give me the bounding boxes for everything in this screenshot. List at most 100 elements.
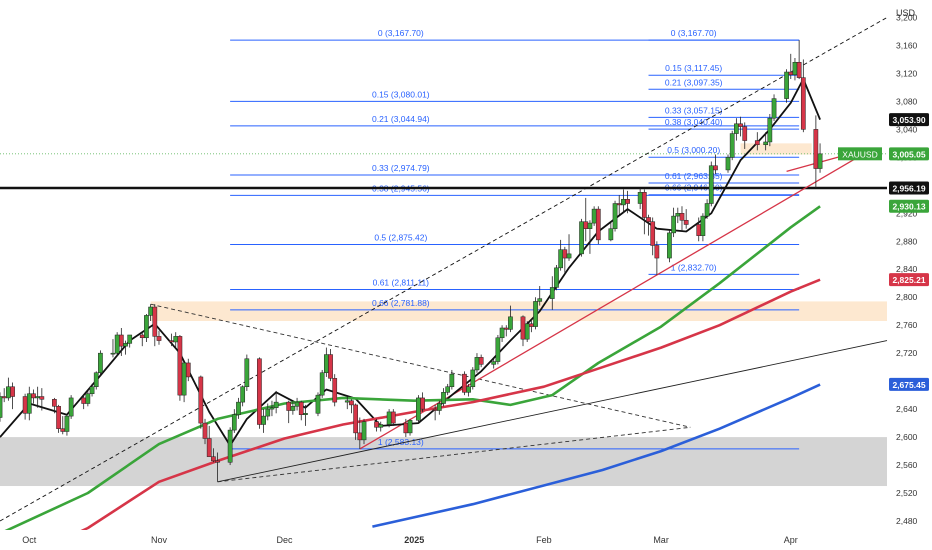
candle-body <box>173 336 179 343</box>
candle-body <box>708 165 714 204</box>
candle-body <box>127 334 133 344</box>
candle-body <box>353 404 358 434</box>
price-tag <box>889 113 929 127</box>
trendline <box>217 426 691 483</box>
price-tag <box>889 199 929 213</box>
candle-body <box>637 192 643 204</box>
candle-body <box>298 401 304 415</box>
candle-body <box>441 392 446 404</box>
candle-body <box>763 141 769 146</box>
candle-body <box>725 157 731 171</box>
fib-level-label: 0.21 (3,044.94) <box>372 114 430 124</box>
candle-body <box>813 129 819 169</box>
candle-body <box>520 316 526 340</box>
price-tag-label: 3,053.90 <box>892 115 925 125</box>
candle-body <box>35 396 41 399</box>
candle-body <box>378 424 384 428</box>
candle-body <box>144 315 149 339</box>
trendline <box>0 17 888 522</box>
candle-body <box>558 249 564 269</box>
fib-level-label: 0.33 (2,974.79) <box>372 163 430 173</box>
price-tick-label: 3,160 <box>896 40 918 50</box>
candle-body <box>436 403 442 411</box>
candle-body <box>240 386 246 403</box>
candle-body <box>236 401 241 415</box>
fib-level-label: 0.61 (2,963.35) <box>665 171 723 181</box>
candle-body <box>98 352 103 373</box>
fib-level-label: 0.5 (3,000.20) <box>667 145 720 155</box>
candle-body <box>181 362 187 396</box>
candle-body <box>445 386 451 393</box>
candle-body <box>22 396 28 414</box>
candle-body <box>89 386 95 394</box>
symbol-tag <box>838 147 882 161</box>
price-tick-label: 2,800 <box>896 292 918 302</box>
candle-body <box>139 334 145 339</box>
time-tick-label: Apr <box>784 535 798 545</box>
price-tag <box>889 377 929 391</box>
zone-rect <box>740 143 812 155</box>
fib-level-label: 0 (3,167.70) <box>378 28 424 38</box>
candle-body <box>612 203 618 229</box>
candle-body <box>31 393 36 399</box>
candle-body <box>796 61 802 78</box>
candle-body <box>227 429 233 463</box>
candle-body <box>462 373 467 393</box>
candle-body <box>315 394 321 414</box>
candle-body <box>257 358 262 425</box>
candle-body <box>56 406 61 429</box>
candle-body <box>344 400 350 403</box>
candle-body <box>470 369 476 387</box>
price-tag-label: 2,825.21 <box>892 275 925 285</box>
candle-body <box>177 336 183 396</box>
candle-body <box>700 215 706 236</box>
moving-average-line <box>0 205 821 535</box>
fib-level-label: 0.21 (3,097.35) <box>665 77 723 87</box>
time-axis[interactable]: Oct Nov Dec 2025 Feb Mar Apr <box>0 530 932 550</box>
candle-body <box>466 386 471 393</box>
fibonacci-layer: 0 (3,167.70) 0.15 (3,080.01) 0.21 (3,044.9… <box>230 28 800 450</box>
candle-body <box>26 393 32 414</box>
price-tick-label: 2,720 <box>896 348 918 358</box>
candle-body <box>261 415 266 425</box>
price-tag <box>889 181 929 195</box>
price-tick-label: 3,120 <box>896 68 918 78</box>
candle-body <box>374 421 379 428</box>
price-tag <box>889 273 929 287</box>
candle-body <box>85 393 91 404</box>
candle-body <box>587 222 593 229</box>
candle-body <box>591 208 597 224</box>
price-tag-label: 2,930.13 <box>892 202 925 212</box>
fib-level-label: 0.5 (2,875.42) <box>374 232 427 242</box>
candle-body <box>265 408 271 417</box>
zone-rect <box>0 437 887 487</box>
time-tick-label: Dec <box>277 535 294 545</box>
candle-body <box>713 165 718 171</box>
candle-body <box>621 199 626 206</box>
candle-body <box>616 203 622 206</box>
candle-body <box>784 71 789 99</box>
candle-body <box>729 133 735 158</box>
candle-body <box>156 336 162 341</box>
candle-body <box>524 323 530 340</box>
candle-body <box>650 221 656 246</box>
candle-body <box>114 334 120 354</box>
candle-body <box>123 343 128 347</box>
price-tick-label: 2,840 <box>896 264 918 274</box>
candle-body <box>215 460 220 463</box>
zone-rect <box>150 301 888 321</box>
time-tick-label: Feb <box>536 535 552 545</box>
fib-level-label: 0.15 (3,117.45) <box>665 63 722 73</box>
horizontal-lines-layer <box>0 153 887 190</box>
candle-body <box>202 422 208 439</box>
candle-body <box>390 411 396 424</box>
candle-body <box>675 213 681 217</box>
candle-body <box>68 397 74 417</box>
candle-body <box>52 399 57 407</box>
currency-label: USD <box>896 8 916 18</box>
price-tick-label: 3,040 <box>896 124 918 134</box>
fib-level-label: 0.38 (3,040.40) <box>665 117 723 127</box>
candle-body <box>211 456 216 462</box>
candle-body <box>503 327 509 330</box>
